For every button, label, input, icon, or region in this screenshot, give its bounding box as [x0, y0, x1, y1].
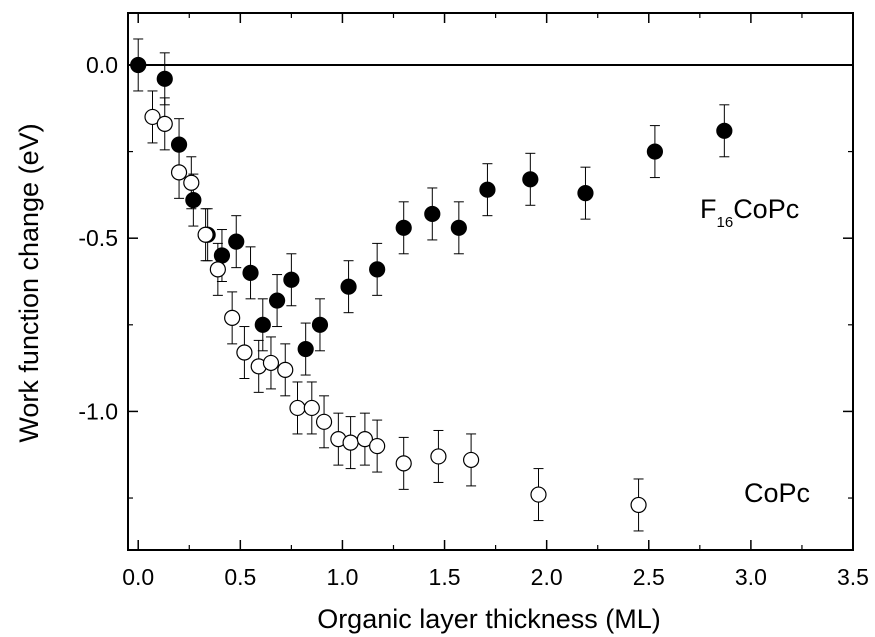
data-point-copc: [430, 448, 447, 465]
data-point-copc: [144, 108, 161, 126]
data-point-f16copc: [156, 70, 173, 87]
y-tick-label: -0.5: [78, 225, 118, 251]
data-point-f16copc: [577, 185, 594, 202]
x-axis-title: Organic layer thickness (ML): [317, 604, 661, 634]
data-point-copc: [170, 164, 188, 181]
x-tick-label: 2.0: [531, 564, 563, 590]
data-point-copc: [236, 344, 253, 361]
x-tick-label: 1.0: [326, 564, 358, 590]
x-tick-label: 3.0: [735, 564, 767, 590]
y-axis-title: Work function change (eV): [14, 123, 44, 442]
series-label-f16copc: F16CoPc: [700, 194, 799, 231]
data-point-copc: [395, 455, 412, 472]
data-point-copc: [277, 361, 294, 378]
y-tick-label: 0.0: [86, 52, 118, 78]
data-point-copc: [356, 431, 374, 448]
y-tick-label: -1.0: [78, 398, 118, 424]
data-point-f16copc: [228, 233, 245, 250]
data-point-copc: [630, 496, 647, 514]
data-point-f16copc: [297, 340, 314, 358]
data-point-f16copc: [522, 171, 539, 188]
data-point-f16copc: [450, 219, 467, 236]
data-point-copc: [156, 115, 173, 132]
data-point-copc: [369, 437, 386, 455]
x-tick-label: 2.5: [633, 564, 665, 590]
data-point-f16copc: [185, 191, 202, 209]
plot-frame: [127, 12, 854, 551]
data-point-f16copc: [395, 219, 412, 236]
data-point-f16copc: [268, 292, 286, 309]
data-point-copc: [289, 399, 306, 417]
series-label-copc: CoPc: [744, 478, 810, 508]
data-point-copc: [209, 261, 226, 278]
data-point-f16copc: [716, 122, 733, 139]
data-point-f16copc: [213, 247, 231, 264]
data-point-f16copc: [130, 56, 147, 74]
data-point-copc: [530, 486, 547, 503]
x-tick-label: 3.5: [837, 564, 869, 590]
data-point-f16copc: [242, 264, 259, 281]
data-point-copc: [224, 309, 241, 326]
x-tick-label: 0.0: [122, 564, 154, 590]
tick-labels: 0.0 0.5 1.0 1.5 2.0 2.5 3.0 3.5 0.0 -0.5 -1.0: [78, 52, 869, 590]
plot-border: [127, 12, 854, 551]
data-point-f16copc: [369, 261, 386, 278]
data-point-f16copc: [170, 136, 188, 153]
data-point-copc: [183, 174, 200, 191]
series-label-f16copc-main: F: [700, 194, 717, 224]
data-point-f16copc: [283, 271, 300, 288]
data-point-f16copc: [424, 205, 441, 223]
series-label-f16copc-rest: CoPc: [733, 194, 799, 224]
data-point-copc: [197, 226, 214, 243]
data-point-f16copc: [254, 316, 271, 333]
data-point-copc: [262, 354, 280, 372]
x-tick-label: 0.5: [224, 564, 256, 590]
data-point-f16copc: [340, 278, 357, 295]
x-tick-label: 1.5: [429, 564, 461, 590]
data-point-copc: [315, 413, 333, 430]
data-point-copc: [462, 451, 480, 469]
data-point-f16copc: [479, 181, 496, 198]
data-point-copc: [342, 434, 359, 451]
series-label-f16copc-subscript: 16: [717, 214, 734, 231]
data-point-f16copc: [646, 143, 664, 160]
data-point-f16copc: [311, 316, 329, 333]
data-point-copc: [303, 399, 320, 417]
data-points: [130, 56, 733, 514]
axis-ticks: [128, 13, 854, 550]
